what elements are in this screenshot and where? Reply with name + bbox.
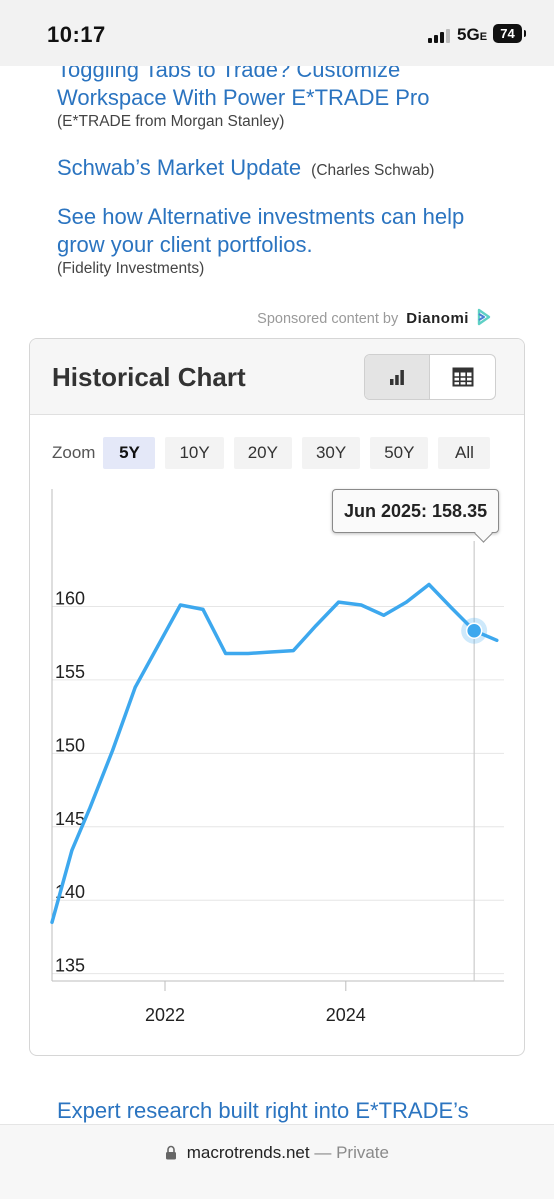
y-tick-label: 160 [55, 588, 85, 608]
data-point [246, 651, 250, 655]
data-point [404, 600, 408, 604]
browsing-mode: Private [336, 1143, 389, 1162]
sponsored-text: Sponsored content by [257, 311, 399, 327]
zoom-button-30y[interactable]: 30Y [301, 437, 361, 469]
url-display[interactable]: macrotrends.net — Private [0, 1143, 554, 1163]
zoom-button-5y[interactable]: 5Y [103, 437, 156, 469]
chart-tooltip: Jun 2025: 158.35 [332, 489, 500, 533]
status-time: 10:17 [47, 22, 106, 47]
bottom-sponsored-link[interactable]: Expert research built right into E*TRADE… [57, 1098, 469, 1123]
data-point [50, 920, 54, 924]
data-point [291, 649, 295, 653]
highlight-point [465, 622, 483, 639]
data-point [269, 650, 273, 654]
data-point [359, 603, 363, 607]
data-point [88, 806, 92, 810]
dianomi-icon [477, 308, 491, 326]
data-point [133, 685, 137, 689]
historical-line-chart[interactable]: 135 140 145 150 155 160 2022 2024 Jun 2025: 158… [30, 479, 525, 1039]
x-tick-label: 2022 [145, 1005, 185, 1025]
sponsored-link-title[interactable]: grow your client portfolios. [57, 232, 313, 257]
sponsored-link-source: (E*TRADE from Morgan Stanley) [57, 113, 285, 130]
sponsored-link-schwab[interactable]: Schwab’s Market Update (Charles Schwab) [57, 154, 434, 182]
sponsored-link-title[interactable]: Schwab’s Market Update [57, 155, 302, 180]
view-toggle [364, 354, 496, 400]
sponsored-attribution[interactable]: Sponsored content by Dianomi [257, 308, 492, 327]
data-point [178, 603, 182, 607]
data-point [495, 638, 499, 642]
bar-chart-icon [390, 370, 404, 385]
y-tick-label: 150 [55, 735, 85, 755]
zoom-button-10y[interactable]: 10Y [165, 437, 224, 469]
historical-chart-card: Historical Chart [29, 338, 525, 1056]
zoom-button-50y[interactable]: 50Y [370, 437, 429, 469]
card-header: Historical Chart [30, 339, 524, 415]
zoom-button-all[interactable]: All [438, 437, 491, 469]
sponsored-link-fidelity[interactable]: See how Alternative investments can help… [57, 203, 527, 279]
sponsored-link-source: (Fidelity Investments) [57, 260, 205, 277]
data-point [337, 600, 341, 604]
url-bar[interactable]: macrotrends.net — Private [0, 1124, 554, 1199]
data-point [70, 848, 74, 852]
data-point [427, 582, 431, 586]
data-point [224, 651, 228, 655]
battery-icon: 74 [493, 24, 526, 43]
table-view-button[interactable] [430, 355, 495, 399]
table-icon [452, 367, 473, 387]
sponsored-link-etrade[interactable]: Toggling Tabs to Trade? Customize Worksp… [57, 56, 527, 132]
data-point [201, 607, 205, 611]
y-tick-label: 135 [55, 956, 85, 976]
sponsored-link-source: (Charles Schwab) [311, 162, 435, 179]
chart-view-button[interactable] [365, 355, 430, 399]
data-point [314, 624, 318, 628]
y-tick-label: 155 [55, 662, 85, 682]
y-tick-label: 145 [55, 809, 85, 829]
url-separator: — [314, 1143, 332, 1162]
x-tick-label: 2024 [326, 1005, 366, 1025]
network-type: 5GE [457, 25, 488, 44]
data-point [382, 613, 386, 617]
card-title: Historical Chart [52, 362, 246, 392]
lock-icon [166, 1145, 177, 1160]
sponsored-link-title[interactable]: See how Alternative investments can help [57, 204, 465, 229]
sponsored-link-title[interactable]: Workspace With Power E*TRADE Pro [57, 85, 430, 110]
url-domain: macrotrends.net [186, 1143, 310, 1162]
zoom-button-20y[interactable]: 20Y [233, 437, 292, 469]
zoom-controls: Zoom 5Y 10Y 20Y 30Y 50Y All [52, 437, 500, 469]
data-point [156, 644, 160, 648]
signal-strength-icon [428, 28, 452, 43]
zoom-label: Zoom [52, 443, 96, 462]
data-point [450, 606, 454, 610]
data-point [111, 748, 115, 752]
dianomi-logo: Dianomi [406, 310, 469, 327]
status-bar: 10:17 5GE 74 [0, 0, 554, 66]
